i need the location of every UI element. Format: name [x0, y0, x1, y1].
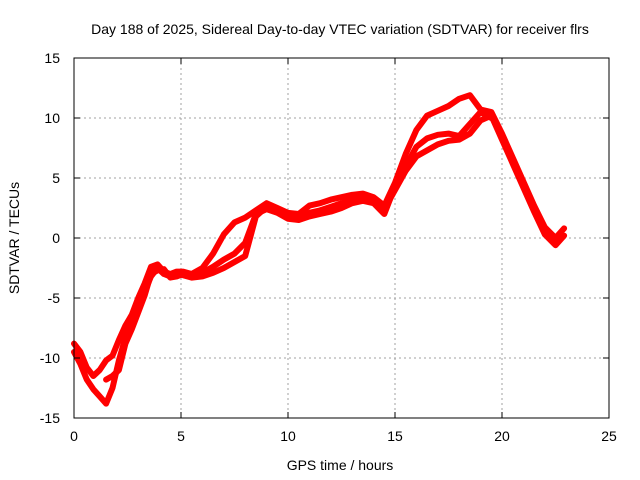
y-tick-label: 0: [52, 230, 60, 246]
y-tick-label: 5: [52, 170, 60, 186]
x-tick-label: 10: [280, 428, 296, 444]
series-line-3: [103, 109, 495, 383]
axis-ticks: [73, 57, 610, 419]
y-tick-label: 15: [44, 50, 60, 66]
y-tick-label: -10: [40, 350, 60, 366]
series-line-2: [71, 92, 568, 379]
x-axis-label: GPS time / hours: [287, 457, 394, 473]
plot-area-frame: [73, 57, 610, 419]
tick-labels: 0 5 10 15 20 25 -15 -10 -5 0 5 10 15: [40, 50, 617, 444]
chart-title: Day 188 of 2025, Sidereal Day-to-day VTE…: [91, 21, 589, 37]
y-tick-label: -15: [40, 410, 60, 426]
x-tick-label: 20: [494, 428, 510, 444]
y-tick-label: -5: [48, 290, 61, 306]
x-tick-label: 25: [601, 428, 617, 444]
x-tick-label: 5: [177, 428, 185, 444]
y-tick-label: 10: [44, 110, 60, 126]
y-axis-label: SDTVAR / TECUs: [6, 182, 22, 294]
x-tick-label: 15: [387, 428, 403, 444]
x-tick-label: 0: [70, 428, 78, 444]
series-layer: [71, 92, 568, 407]
